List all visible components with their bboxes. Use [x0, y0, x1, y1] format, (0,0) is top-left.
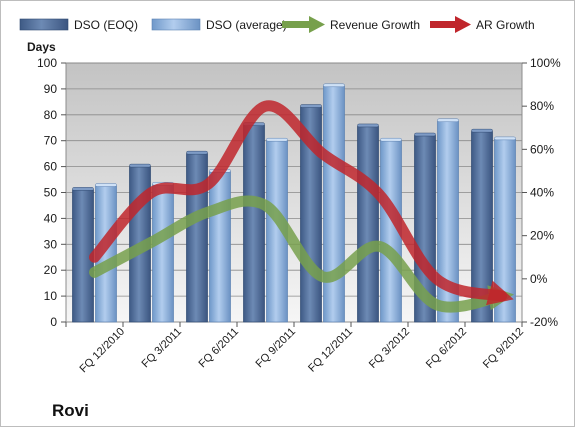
y-axis-left: 0 10 20 30 40 50 60 70 80 90 100 — [37, 56, 66, 329]
bar-cap-dso-average — [494, 136, 516, 141]
y2-tick-label: 60% — [530, 142, 554, 156]
y-tick-label: 40 — [44, 211, 58, 225]
legend-item-dso-eoq: DSO (EOQ) — [19, 18, 138, 32]
company-name: Rovi — [52, 401, 89, 420]
bar-cap-dso-eoq — [357, 123, 379, 128]
y-tick-label: 20 — [44, 263, 58, 277]
legend-item-revenue-growth: Revenue Growth — [282, 16, 420, 33]
bar-cap-dso-eoq — [471, 128, 493, 133]
bar-cap-dso-eoq — [129, 163, 151, 168]
bar-cap-dso-eoq — [414, 132, 436, 137]
bar-cap-dso-average — [95, 183, 117, 187]
bar-cap-dso-eoq — [72, 187, 94, 191]
y-tick-label: 60 — [44, 160, 58, 174]
y-tick-label: 90 — [44, 82, 58, 96]
bar-series — [72, 83, 516, 323]
legend-swatch-dso-average — [151, 18, 201, 31]
bar-cap-dso-average — [323, 83, 345, 88]
bar-dso-eoq — [357, 126, 379, 323]
legend-label-dso-average: DSO (average) — [206, 18, 287, 32]
y2-tick-label: 100% — [530, 56, 561, 70]
bar-dso-average — [209, 171, 231, 323]
y-tick-label: 100 — [37, 56, 57, 70]
legend-label-dso-eoq: DSO (EOQ) — [74, 18, 138, 32]
y-tick-label: 10 — [44, 289, 58, 303]
y2-tick-label: 40% — [530, 186, 554, 200]
legend-item-ar-growth: AR Growth — [430, 16, 535, 33]
bar-dso-average — [323, 85, 345, 323]
y-axis-title: Days — [27, 40, 56, 54]
line-series — [89, 100, 515, 313]
legend-arrow-revenue-growth — [309, 16, 325, 33]
bar-cap-dso-eoq — [186, 150, 208, 155]
line-ar-growth — [89, 100, 514, 306]
legend-arrow-ar-growth — [455, 16, 471, 33]
y2-tick-label: 80% — [530, 99, 554, 113]
y2-tick-label: -20% — [530, 315, 558, 329]
y-tick-label: 80 — [44, 108, 58, 122]
y2-tick-label: 0% — [530, 272, 548, 286]
y-tick-label: 30 — [44, 237, 58, 251]
bar-dso-eoq — [186, 153, 208, 323]
bar-cap-dso-average — [437, 118, 459, 123]
y-tick-label: 0 — [50, 315, 57, 329]
y-tick-label: 50 — [44, 186, 58, 200]
legend-item-dso-average: DSO (average) — [151, 18, 287, 32]
bar-cap-dso-average — [380, 137, 402, 142]
legend: DSO (EOQ) DSO (average) Revenue Growth A… — [19, 16, 535, 33]
y-axis-right: -20% 0% 20% 40% 60% 80% 100% — [522, 56, 561, 329]
legend-swatch-dso-eoq — [19, 18, 69, 31]
legend-label-ar-growth: AR Growth — [476, 18, 535, 32]
bar-cap-dso-average — [266, 137, 288, 142]
bar-cap-dso-eoq — [300, 104, 322, 108]
bar-dso-average — [152, 184, 174, 323]
legend-label-revenue-growth: Revenue Growth — [330, 18, 420, 32]
bar-dso-eoq — [243, 124, 265, 323]
line-revenue-growth — [89, 195, 515, 313]
y-tick-label: 70 — [44, 134, 58, 148]
y2-tick-label: 20% — [530, 229, 554, 243]
